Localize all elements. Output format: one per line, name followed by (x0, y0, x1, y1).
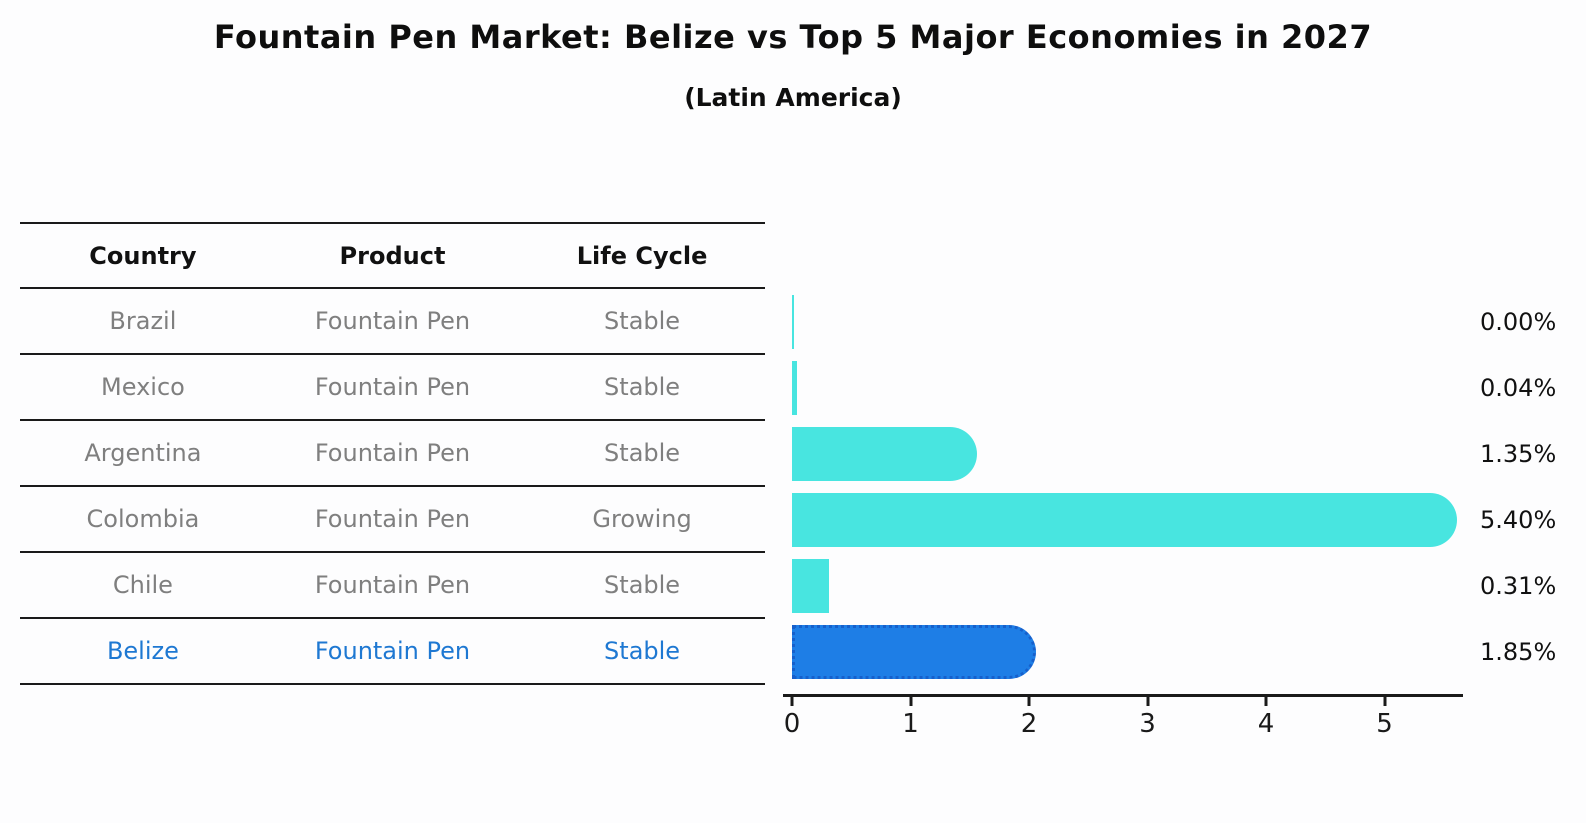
x-axis-tick (1027, 697, 1031, 706)
product-cell: Fountain Pen (314, 373, 471, 401)
value-label-argentina: 1.35% (1480, 440, 1557, 468)
column-header-life-cycle: Life Cycle (576, 241, 708, 270)
x-axis-tick (1383, 697, 1386, 706)
life-cycle-cell: Stable (604, 439, 681, 467)
table-row: Mexico Fountain Pen Stable (20, 355, 765, 421)
product-cell: Fountain Pen (314, 571, 471, 599)
x-axis-tick (790, 697, 794, 706)
x-axis-tick-label: 0 (783, 709, 801, 739)
life-cycle-cell: Stable (604, 373, 681, 401)
bar-argentina (792, 427, 977, 481)
country-cell: Brazil (109, 307, 177, 335)
product-cell: Fountain Pen (314, 637, 471, 665)
bar-chile (792, 559, 829, 613)
x-axis-tick-label: 2 (1020, 709, 1038, 739)
value-label-belize: 1.85% (1480, 638, 1557, 666)
product-cell: Fountain Pen (314, 439, 471, 467)
country-cell: Colombia (86, 505, 200, 533)
bar-brazil (792, 295, 794, 349)
table-row: Chile Fountain Pen Stable (20, 553, 765, 619)
country-cell: Mexico (101, 373, 185, 401)
country-cell: Argentina (84, 439, 202, 467)
x-axis-tick-label: 1 (902, 709, 919, 739)
value-label-colombia: 5.40% (1480, 506, 1557, 534)
table-row: Argentina Fountain Pen Stable (20, 421, 765, 487)
table-row: Brazil Fountain Pen Stable (20, 289, 765, 355)
x-axis-tick-label: 4 (1257, 709, 1275, 739)
life-cycle-cell: Growing (592, 505, 692, 533)
country-cell: Chile (112, 571, 173, 599)
column-header-country: Country (89, 241, 197, 270)
x-axis-tick (1264, 697, 1268, 706)
chart-title: Fountain Pen Market: Belize vs Top 5 Maj… (213, 18, 1373, 56)
product-cell: Fountain Pen (314, 307, 471, 335)
bar-belize (792, 625, 1037, 679)
country-cell: Belize (106, 637, 179, 665)
chart-subtitle: (Latin America) (684, 83, 902, 112)
x-axis-tick (1146, 697, 1149, 706)
column-header-product: Product (339, 241, 446, 270)
value-label-chile: 0.31% (1480, 572, 1557, 600)
table-header-row: Country Product Life Cycle (20, 222, 765, 289)
bar-colombia (792, 493, 1457, 547)
x-axis-tick (909, 697, 912, 706)
bar-mexico (792, 361, 797, 415)
x-axis-line (783, 694, 1463, 697)
x-axis-tick-label: 5 (1376, 709, 1393, 739)
life-cycle-cell: Stable (604, 571, 681, 599)
x-axis-tick-label: 3 (1139, 709, 1156, 739)
country-table: Country Product Life Cycle Brazil Founta… (20, 222, 765, 685)
value-label-mexico: 0.04% (1480, 374, 1557, 402)
table-row: Colombia Fountain Pen Growing (20, 487, 765, 553)
value-label-brazil: 0.00% (1480, 308, 1557, 336)
life-cycle-cell: Stable (604, 307, 681, 335)
table-row-belize: Belize Fountain Pen Stable (20, 619, 765, 685)
life-cycle-cell: Stable (604, 637, 681, 665)
product-cell: Fountain Pen (314, 505, 471, 533)
